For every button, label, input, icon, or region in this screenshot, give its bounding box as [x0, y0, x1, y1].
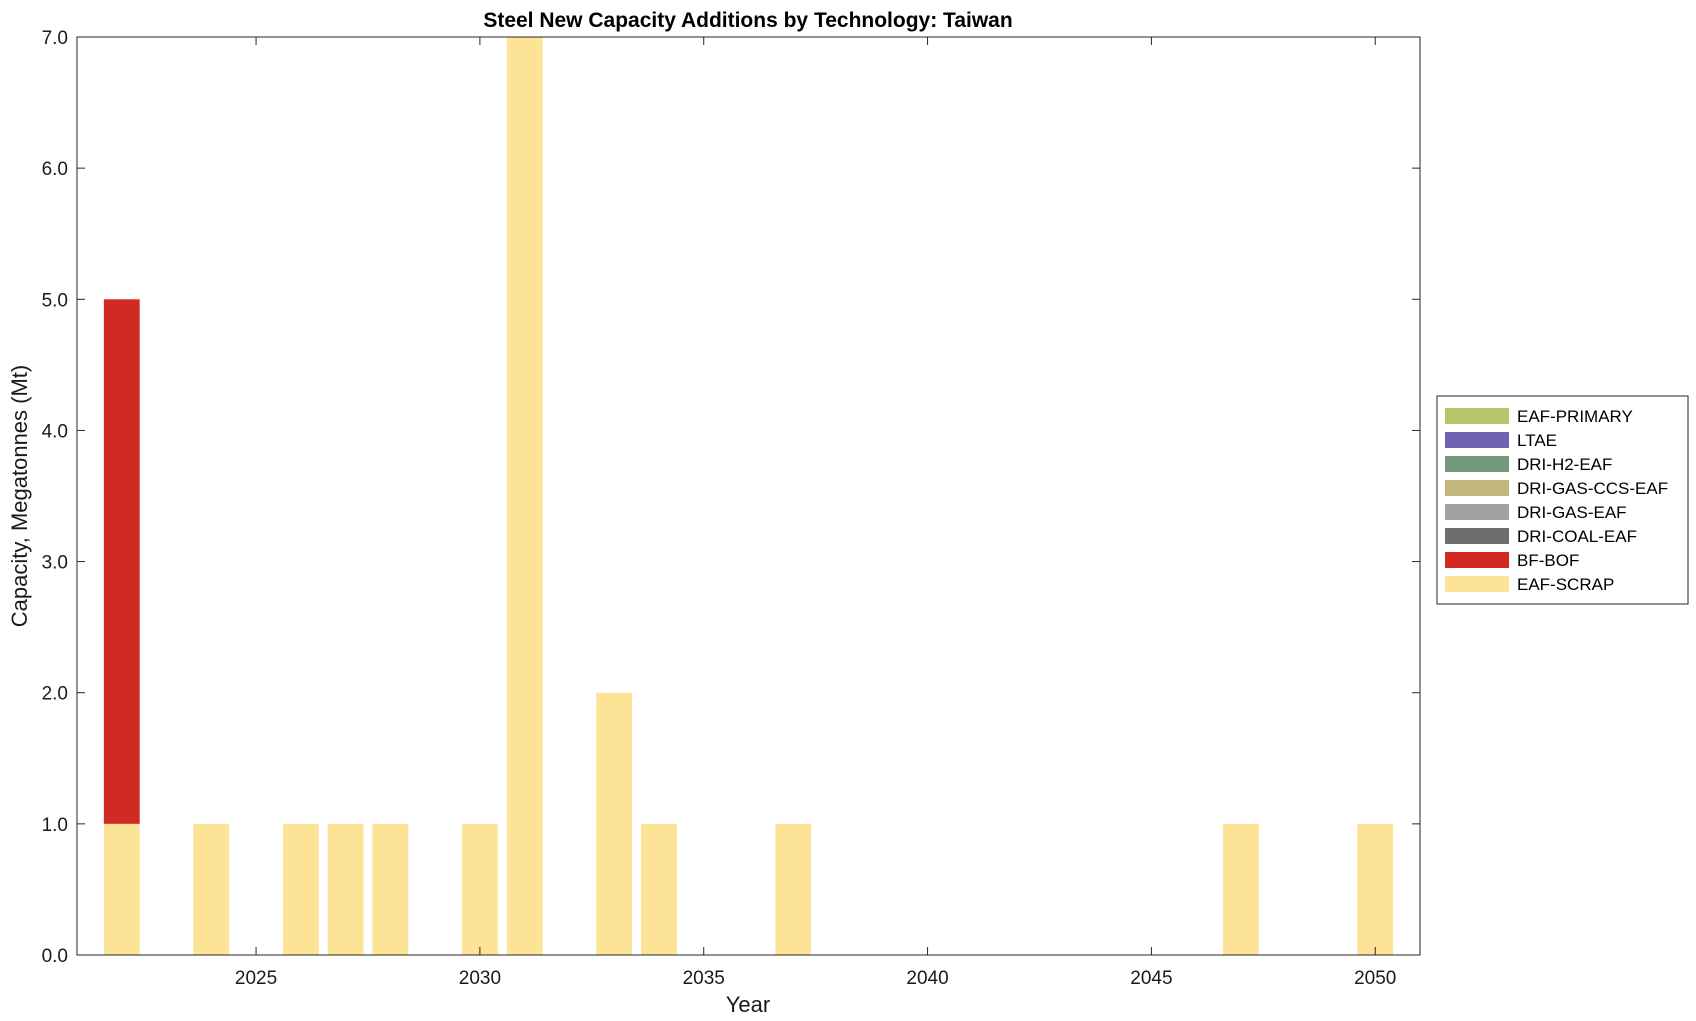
- legend-box: [1436, 395, 1689, 605]
- bar-eaf-scrap-2031: [506, 37, 543, 955]
- legend-label-dri-h2-eaf: DRI-H2-EAF: [1517, 455, 1612, 474]
- bar-eaf-scrap-2050: [1357, 823, 1394, 955]
- y-tick-label-4: 4.0: [42, 421, 68, 442]
- bar-eaf-scrap-2033: [596, 692, 633, 955]
- bar-eaf-scrap-2030: [461, 823, 498, 955]
- legend-label-dri-gas-eaf: DRI-GAS-EAF: [1517, 503, 1627, 522]
- y-tick-label-7: 7.0: [42, 28, 68, 49]
- legend-swatch-eaf-primary: [1445, 408, 1509, 424]
- x-tick-label-2030: 2030: [459, 968, 501, 989]
- legend: EAF-PRIMARY LTAE DRI-H2-EAF DRI-GAS-CCS-EAF…: [1436, 395, 1689, 605]
- x-tick-label-2040: 2040: [906, 968, 948, 989]
- legend-label-eaf-scrap: EAF-SCRAP: [1517, 575, 1614, 594]
- legend-label-eaf-primary: EAF-PRIMARY: [1517, 407, 1633, 426]
- x-tick-label-2050: 2050: [1354, 968, 1396, 989]
- bar-eaf-scrap-2047: [1223, 823, 1259, 955]
- chart-title: Steel New Capacity Additions by Technolo…: [483, 9, 1012, 32]
- legend-swatch-dri-h2-eaf: [1445, 456, 1509, 472]
- y-tick-label-6: 6.0: [42, 159, 68, 180]
- bar-bf-bof-2022: [103, 299, 140, 824]
- legend-label-dri-coal-eaf: DRI-COAL-EAF: [1517, 527, 1637, 546]
- bar-eaf-scrap-2022: [103, 823, 140, 955]
- y-axis-title: Capacity, Megatonnes (Mt): [7, 365, 32, 627]
- legend-swatch-bf-bof: [1445, 552, 1509, 568]
- bar-eaf-scrap-2027: [327, 823, 364, 955]
- bars: [103, 37, 1394, 955]
- y-tick-label-3: 3.0: [42, 553, 68, 574]
- legend-swatch-dri-gas-ccs-eaf: [1445, 480, 1509, 496]
- axis-ticks: 2025 2030 2035 2040 2045 2050 0.0 1.0 2.0 3.0 4.0 5…: [42, 28, 1420, 989]
- x-tick-label-2025: 2025: [235, 968, 277, 989]
- legend-swatch-eaf-scrap: [1445, 576, 1509, 592]
- x-tick-label-2035: 2035: [683, 968, 725, 989]
- y-tick-label-1: 1.0: [42, 815, 68, 836]
- y-tick-label-0: 0.0: [42, 946, 68, 967]
- bar-eaf-scrap-2034: [641, 823, 677, 955]
- bar-eaf-scrap-2024: [193, 823, 230, 955]
- bar-eaf-scrap-2028: [372, 823, 409, 955]
- legend-label-ltae: LTAE: [1517, 431, 1557, 450]
- bar-eaf-scrap-2026: [282, 823, 319, 955]
- legend-label-dri-gas-ccs-eaf: DRI-GAS-CCS-EAF: [1517, 479, 1668, 498]
- x-axis-title: Year: [726, 992, 770, 1017]
- x-tick-label-2045: 2045: [1130, 968, 1172, 989]
- legend-swatch-ltae: [1445, 432, 1509, 448]
- bar-eaf-scrap-2037: [775, 823, 812, 955]
- legend-swatch-dri-coal-eaf: [1445, 528, 1509, 544]
- legend-label-bf-bof: BF-BOF: [1517, 551, 1579, 570]
- y-tick-label-2: 2.0: [42, 684, 68, 705]
- y-tick-label-5: 5.0: [42, 290, 68, 311]
- legend-swatch-dri-gas-eaf: [1445, 504, 1509, 520]
- plot-frame: [76, 36, 1421, 956]
